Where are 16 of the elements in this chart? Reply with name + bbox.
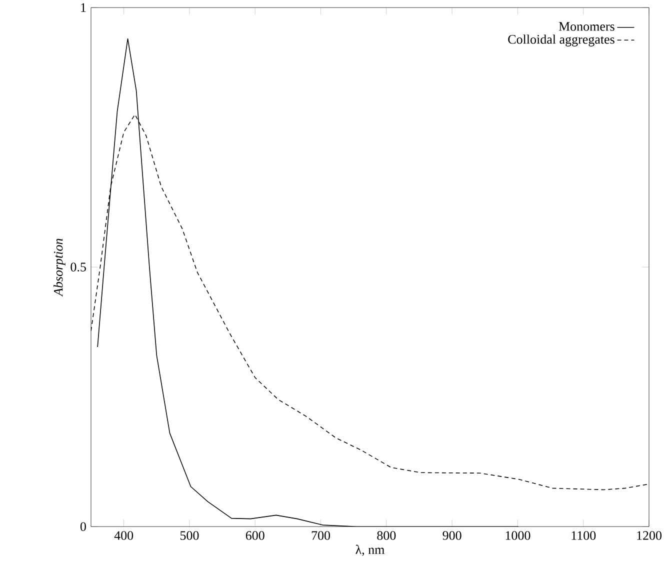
x-tick-label: 800 xyxy=(377,531,396,540)
y-tick-label: 0 xyxy=(80,522,86,531)
x-tick-label: 400 xyxy=(114,531,134,540)
x-tick-label: 600 xyxy=(246,531,264,540)
x-tick-label: 500 xyxy=(180,531,199,540)
x-tick-label: 1200 xyxy=(637,531,662,540)
x-tick-label: 900 xyxy=(442,531,462,540)
y-axis-title: Absorption xyxy=(54,238,66,297)
y-tick-label: 0.5 xyxy=(70,262,86,272)
x-tick-label: 700 xyxy=(312,531,330,540)
x-tick-label: 1000 xyxy=(506,531,530,540)
legend-label: Monomers xyxy=(558,22,614,31)
y-tick-label: 1 xyxy=(81,3,86,12)
x-tick-label: 1100 xyxy=(572,531,596,540)
x-axis-title: λ, nm xyxy=(356,544,384,556)
legend-label: Colloidal aggregates xyxy=(508,34,614,46)
